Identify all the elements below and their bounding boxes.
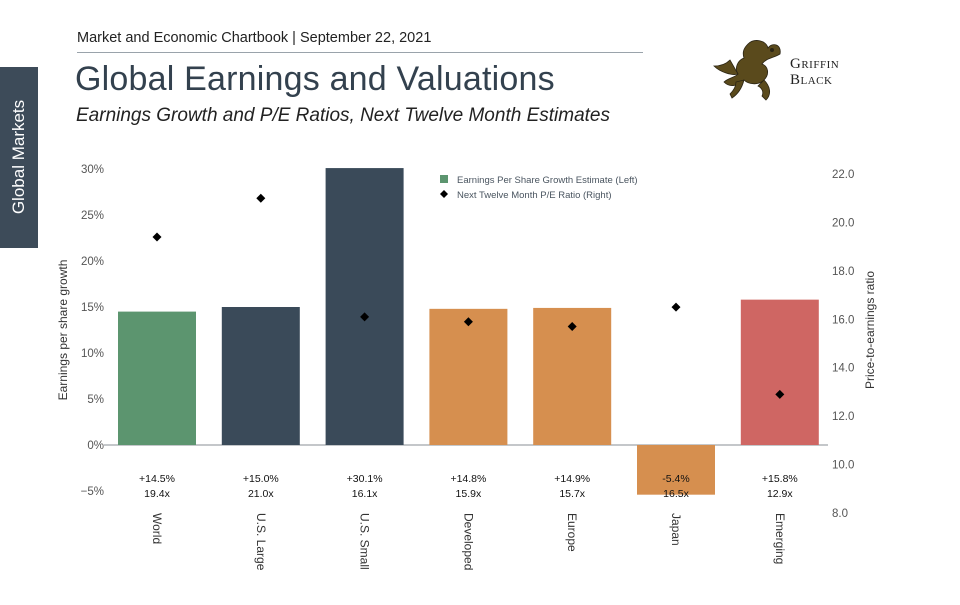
logo-text-griffin: Griffin (790, 56, 840, 72)
category-label: Developed (461, 513, 475, 570)
bar (740, 299, 819, 445)
right-tick-label: 16.0 (832, 314, 854, 326)
growth-data-label: +30.1% (347, 473, 383, 485)
header-divider (77, 52, 643, 53)
category-label: Japan (669, 513, 683, 546)
pe-markers (152, 193, 785, 399)
left-tick-label: 30% (81, 164, 104, 176)
right-axis-ticks: 22.0 20.0 18.0 16.0 14.0 12.0 10.0 8.0 (832, 169, 854, 520)
category-labels: World U.S. Large U.S. Small Developed Europe… (150, 513, 787, 571)
griffin-icon (713, 40, 781, 101)
right-tick-label: 20.0 (832, 217, 854, 229)
pe-data-label: 19.4x (144, 488, 170, 500)
pe-marker (360, 312, 370, 322)
left-tick-label: 25% (81, 210, 104, 222)
category-label: Emerging (773, 513, 787, 564)
left-axis-ticks: 30% 25% 20% 15% 10% 5% 0% −5% (81, 164, 104, 498)
growth-data-label: +14.8% (450, 473, 486, 485)
pe-marker (463, 317, 473, 327)
category-label: Europe (565, 513, 579, 552)
pe-data-label: 15.9x (456, 488, 482, 500)
legend-bar-swatch (440, 175, 448, 183)
page-subtitle: Earnings Growth and P/E Ratios, Next Twe… (76, 105, 610, 126)
left-tick-label: 0% (87, 440, 104, 452)
right-tick-label: 12.0 (832, 411, 854, 423)
right-tick-label: 10.0 (832, 460, 854, 472)
bar (221, 307, 300, 445)
right-tick-label: 18.0 (832, 266, 854, 278)
right-tick-label: 22.0 (832, 169, 854, 181)
category-label: World (150, 513, 164, 544)
pe-data-label: 12.9x (767, 488, 793, 500)
bar-series (118, 168, 819, 495)
right-axis-title: Price-to-earnings ratio (863, 271, 877, 389)
pe-marker (567, 322, 577, 332)
left-tick-label: 5% (87, 394, 104, 406)
growth-data-label: +14.9% (554, 473, 590, 485)
legend-marker-swatch (440, 190, 448, 198)
growth-data-label: +15.0% (243, 473, 279, 485)
pe-data-label: 15.7x (559, 488, 585, 500)
left-axis-title: Earnings per share growth (56, 260, 70, 401)
legend-growth-label: Earnings Per Share Growth Estimate (Left… (457, 175, 638, 186)
bar (429, 308, 508, 445)
growth-data-label: +14.5% (139, 473, 175, 485)
pe-marker (671, 302, 681, 312)
growth-data-label: -5.4% (662, 473, 689, 485)
left-tick-label: 10% (81, 348, 104, 360)
logo-text-black: Black (790, 72, 833, 88)
pe-marker (256, 193, 266, 203)
chartbook-header: Market and Economic Chartbook | Septembe… (77, 30, 432, 46)
left-tick-label: 20% (81, 256, 104, 268)
category-label: U.S. Small (358, 513, 372, 570)
pe-data-label: 16.1x (352, 488, 378, 500)
page-title: Global Earnings and Valuations (75, 60, 555, 98)
pe-marker (152, 232, 162, 242)
bar (325, 168, 404, 445)
left-tick-label: 15% (81, 302, 104, 314)
pe-marker (775, 389, 785, 399)
pe-data-label: 16.5x (663, 488, 689, 500)
right-tick-label: 8.0 (832, 508, 848, 520)
legend-pe-label: Next Twelve Month P/E Ratio (Right) (457, 190, 612, 201)
legend: Earnings Per Share Growth Estimate (Left… (440, 175, 638, 201)
right-tick-label: 14.0 (832, 363, 854, 375)
data-labels: +14.5% 19.4x +15.0% 21.0x +30.1% 16.1x +14.8% 1… (139, 473, 798, 500)
bar (118, 311, 196, 445)
growth-data-label: +15.8% (762, 473, 798, 485)
side-tab[interactable]: Global Markets (0, 67, 38, 248)
left-tick-label: −5% (81, 486, 104, 498)
pe-data-label: 21.0x (248, 488, 274, 500)
bar (637, 445, 715, 495)
category-label: U.S. Large (254, 513, 268, 571)
